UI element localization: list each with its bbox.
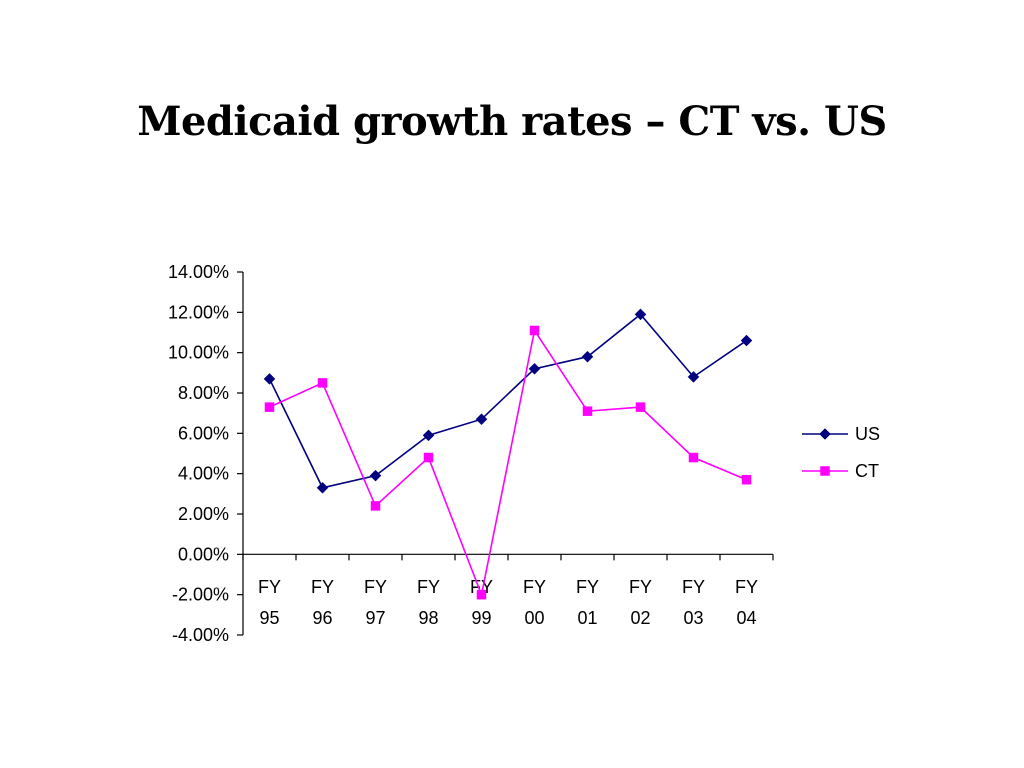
data-point-us: [581, 350, 594, 363]
x-category-label-line1: FY: [576, 577, 599, 597]
x-category-label-line2: 01: [577, 608, 597, 628]
legend-label-us: US: [855, 424, 880, 444]
x-category-label-line2: 97: [365, 608, 385, 628]
data-point-ct: [635, 402, 646, 412]
chart-axes: [237, 271, 774, 636]
data-point-us: [422, 429, 435, 442]
y-tick-label: 4.00%: [178, 464, 229, 484]
data-point-ct: [476, 589, 487, 600]
data-point-us: [369, 469, 382, 482]
data-point-us: [475, 413, 488, 426]
legend-marker-ct: [820, 466, 830, 476]
data-point-ct: [264, 402, 275, 412]
x-category-label-line2: 02: [630, 608, 650, 628]
series-ct: [264, 325, 752, 600]
y-tick-label: -2.00%: [172, 585, 229, 605]
x-category-label-line2: 98: [418, 608, 438, 628]
data-point-ct: [317, 378, 328, 388]
x-category-label-line2: 96: [312, 608, 332, 628]
x-category-label-line2: 03: [683, 608, 703, 628]
data-point-us: [316, 481, 329, 494]
legend-marker-us: [819, 428, 831, 440]
data-point-ct: [688, 452, 699, 463]
y-tick-label: 8.00%: [178, 383, 229, 403]
chart-legend: US CT: [802, 424, 880, 481]
x-category-label-line1: FY: [470, 577, 493, 597]
x-category-label-line2: 00: [524, 608, 544, 628]
y-tick-label: 0.00%: [178, 544, 229, 564]
data-point-us: [687, 371, 700, 383]
data-point-ct: [741, 474, 752, 485]
x-category-label-line1: FY: [682, 577, 705, 597]
y-tick-label: 14.00%: [168, 262, 229, 282]
y-tick-label: 10.00%: [168, 343, 229, 363]
data-point-ct: [529, 325, 540, 336]
chart-tick-labels: 14.00% 12.00% 10.00% 8.00% 6.00% 4.00% 2.00% 0.…: [168, 262, 758, 645]
y-tick-label: 2.00%: [178, 504, 229, 524]
legend-label-ct: CT: [855, 461, 879, 481]
series-line-us: [268, 313, 747, 489]
series-line-ct: [269, 328, 747, 598]
data-point-us: [263, 373, 276, 385]
x-category-label-line2: 95: [259, 608, 279, 628]
x-category-label-line1: FY: [417, 577, 440, 597]
data-point-us: [528, 362, 541, 375]
x-category-label-line1: FY: [523, 577, 546, 597]
x-category-label-line1: FY: [364, 577, 387, 597]
chart-series: [263, 308, 753, 600]
slide-title: Medicaid growth rates – CT vs. US: [137, 98, 887, 145]
x-category-label-line1: FY: [311, 577, 334, 597]
y-tick-label: -4.00%: [172, 625, 229, 645]
x-category-label-line2: 04: [736, 608, 756, 628]
data-point-ct: [423, 452, 434, 463]
y-tick-label: 12.00%: [168, 302, 229, 322]
x-category-label-line1: FY: [735, 577, 758, 597]
data-point-us: [634, 308, 647, 321]
x-category-label-line1: FY: [258, 577, 281, 597]
x-category-label-line1: FY: [629, 577, 652, 597]
series-us: [263, 308, 753, 494]
y-tick-label: 6.00%: [178, 423, 229, 443]
data-point-ct: [582, 406, 593, 416]
data-point-us: [740, 334, 753, 347]
x-category-label-line2: 99: [471, 608, 491, 628]
data-point-ct: [370, 501, 381, 511]
